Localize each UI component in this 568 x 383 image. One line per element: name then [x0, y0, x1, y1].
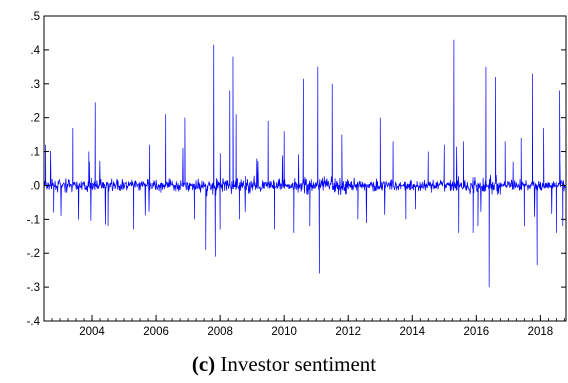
chart: .5 .4 .3 .2 .1 .0 -.1 -.2 -.3 -.4 2004 2006 2008 201…	[27, 11, 567, 338]
y-tick-label-3: .2	[30, 113, 40, 125]
x-tick-label-1: 2006	[143, 326, 169, 338]
x-tick-label-4: 2012	[335, 326, 361, 338]
x-tick-label-6: 2016	[464, 326, 490, 338]
y-tick-label-8: -.3	[27, 282, 40, 294]
caption-text: Investor sentiment	[215, 352, 377, 376]
caption-prefix: (c)	[191, 352, 216, 376]
x-tick-label-3: 2010	[271, 326, 297, 338]
y-tick-label-9: -.4	[27, 316, 41, 328]
x-tick-label-5: 2014	[399, 326, 425, 338]
series-line	[44, 39, 566, 288]
x-axis: 2004 2006 2008 2010 2012 2014 2016 2018	[43, 315, 565, 338]
y-tick-label-0: .5	[30, 11, 40, 23]
y-tick-label-4: .1	[30, 147, 40, 159]
y-tick-label-7: -.2	[27, 248, 40, 260]
chart-caption: (c) Investor sentiment	[0, 352, 568, 377]
y-tick-label-2: .3	[30, 79, 40, 91]
x-tick-label-2: 2008	[207, 326, 233, 338]
y-axis: .5 .4 .3 .2 .1 .0 -.1 -.2 -.3 -.4	[27, 11, 566, 328]
plot-frame	[43, 15, 567, 322]
y-tick-label-5: .0	[30, 180, 40, 192]
y-tick-label-6: -.1	[27, 214, 40, 226]
series-layer	[44, 39, 566, 288]
x-tick-label-0: 2004	[79, 326, 105, 338]
x-tick-label-7: 2018	[528, 326, 554, 338]
y-tick-label-1: .4	[30, 45, 40, 57]
